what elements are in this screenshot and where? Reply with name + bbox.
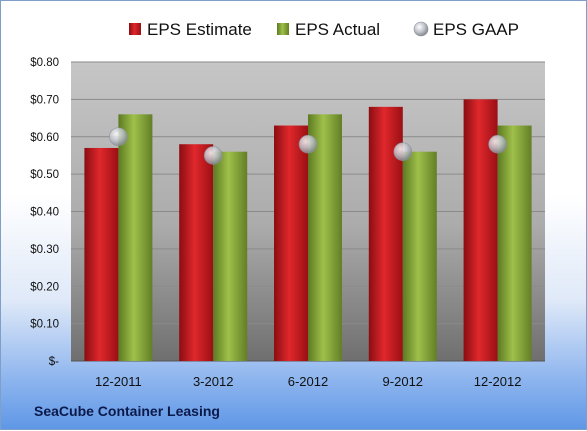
gaap-marker — [298, 134, 318, 154]
y-tick-label: $0.30 — [30, 244, 59, 256]
x-tick-label: 6-2012 — [288, 374, 328, 389]
legend-swatch — [277, 23, 289, 35]
legend-swatch — [129, 23, 141, 35]
y-tick-label: $0.50 — [30, 169, 59, 181]
y-tick-label: $0.40 — [30, 207, 59, 219]
legend: EPS Estimate EPS Actual EPS GAAP — [129, 20, 519, 39]
legend-label: EPS Actual — [295, 20, 380, 39]
bar-actual — [497, 125, 532, 361]
legend-label: EPS GAAP — [433, 20, 519, 39]
bar-actual — [118, 114, 153, 361]
bars — [84, 99, 532, 361]
y-axis-tick-labels: $- $0.10 $0.20 $0.30 $0.40 $0.50 $0.60 $0.70 $0.… — [30, 57, 59, 368]
y-tick-label: $0.60 — [30, 132, 59, 144]
y-tick-label: $0.20 — [30, 281, 59, 293]
gaap-marker — [109, 127, 128, 147]
x-tick-label: 12-2011 — [95, 374, 142, 389]
gaap-marker — [203, 146, 223, 165]
bar-estimate — [179, 144, 214, 361]
y-tick-label: $- — [49, 356, 59, 368]
company-name: SeaCube Container Leasing — [34, 403, 220, 419]
bar-actual — [402, 151, 437, 361]
legend-swatch — [413, 21, 429, 37]
gaap-marker — [488, 134, 507, 154]
x-tick-label: 3-2012 — [193, 374, 233, 389]
bar-actual — [213, 151, 248, 361]
y-tick-label: $0.70 — [30, 94, 59, 106]
x-tick-label: 12-2012 — [474, 374, 522, 389]
y-tick-label: $0.80 — [30, 57, 59, 69]
legend-label: EPS Estimate — [147, 20, 252, 39]
gaap-marker — [393, 142, 413, 161]
x-axis-tick-labels: 12-2011 3-2012 6-2012 9-2012 12-2012 — [95, 374, 521, 389]
gaap-markers — [109, 127, 507, 165]
bar-estimate — [274, 125, 308, 361]
bar-actual — [308, 114, 342, 361]
bar-estimate — [84, 147, 119, 361]
x-tick-label: 9-2012 — [383, 374, 423, 389]
y-tick-label: $0.10 — [30, 319, 59, 331]
